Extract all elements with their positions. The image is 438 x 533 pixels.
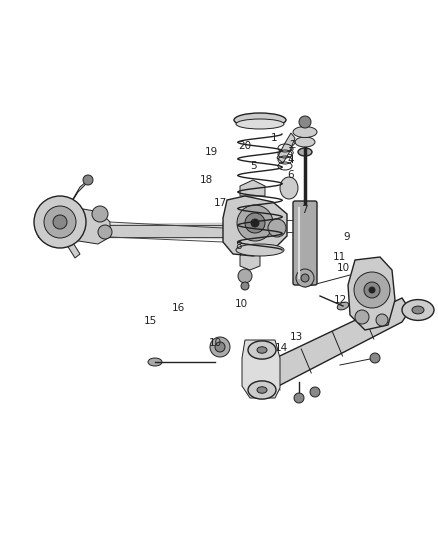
Text: 16: 16 xyxy=(172,303,185,313)
Ellipse shape xyxy=(402,300,434,320)
Circle shape xyxy=(92,206,108,222)
Circle shape xyxy=(301,274,309,282)
Circle shape xyxy=(355,310,369,324)
Circle shape xyxy=(296,269,314,287)
Ellipse shape xyxy=(234,113,286,127)
Polygon shape xyxy=(65,238,80,258)
Text: 1: 1 xyxy=(271,133,277,142)
Circle shape xyxy=(369,287,375,293)
Circle shape xyxy=(238,269,252,283)
Ellipse shape xyxy=(236,244,284,256)
Circle shape xyxy=(210,337,230,357)
Polygon shape xyxy=(242,340,280,398)
Ellipse shape xyxy=(248,341,276,359)
Text: 4: 4 xyxy=(287,156,294,165)
FancyBboxPatch shape xyxy=(293,201,317,285)
Ellipse shape xyxy=(412,306,424,314)
Text: 7: 7 xyxy=(301,205,308,215)
Text: 6: 6 xyxy=(287,170,294,180)
Polygon shape xyxy=(68,207,110,244)
Circle shape xyxy=(354,272,390,308)
Circle shape xyxy=(83,175,93,185)
Text: 12: 12 xyxy=(334,295,347,304)
Polygon shape xyxy=(38,223,255,239)
Circle shape xyxy=(370,353,380,363)
Ellipse shape xyxy=(148,358,162,366)
Circle shape xyxy=(98,225,112,239)
Polygon shape xyxy=(255,298,410,393)
Circle shape xyxy=(364,282,380,298)
Circle shape xyxy=(251,219,259,227)
Text: 8: 8 xyxy=(235,241,241,251)
Text: 3: 3 xyxy=(287,148,294,157)
Text: 20: 20 xyxy=(238,141,251,151)
Text: 14: 14 xyxy=(275,343,288,353)
Polygon shape xyxy=(240,180,265,196)
Ellipse shape xyxy=(236,119,284,129)
Text: 10: 10 xyxy=(235,299,248,309)
Text: 9: 9 xyxy=(343,232,350,242)
Circle shape xyxy=(268,219,286,237)
Ellipse shape xyxy=(337,302,349,310)
Text: 19: 19 xyxy=(205,147,218,157)
Circle shape xyxy=(294,393,304,403)
Ellipse shape xyxy=(293,126,317,138)
Text: 5: 5 xyxy=(251,161,257,171)
Text: 10: 10 xyxy=(208,338,222,348)
Polygon shape xyxy=(240,250,260,270)
Polygon shape xyxy=(68,177,92,208)
Circle shape xyxy=(237,205,273,241)
Text: 11: 11 xyxy=(333,252,346,262)
Ellipse shape xyxy=(257,347,267,353)
Polygon shape xyxy=(223,196,287,256)
Polygon shape xyxy=(277,133,295,163)
Circle shape xyxy=(310,387,320,397)
Ellipse shape xyxy=(248,381,276,399)
Circle shape xyxy=(44,206,76,238)
Circle shape xyxy=(215,342,225,352)
Text: 13: 13 xyxy=(290,332,303,342)
Text: 10: 10 xyxy=(337,263,350,272)
Circle shape xyxy=(376,314,388,326)
Text: 17: 17 xyxy=(214,198,227,207)
Circle shape xyxy=(245,213,265,233)
Ellipse shape xyxy=(298,148,312,156)
Text: 2: 2 xyxy=(289,140,296,150)
Circle shape xyxy=(53,215,67,229)
Ellipse shape xyxy=(280,177,298,199)
Text: 18: 18 xyxy=(200,175,213,185)
Circle shape xyxy=(34,196,86,248)
Ellipse shape xyxy=(295,137,315,147)
Circle shape xyxy=(241,282,249,290)
Polygon shape xyxy=(348,257,395,330)
Text: 15: 15 xyxy=(144,317,157,326)
Circle shape xyxy=(299,116,311,128)
Ellipse shape xyxy=(257,387,267,393)
